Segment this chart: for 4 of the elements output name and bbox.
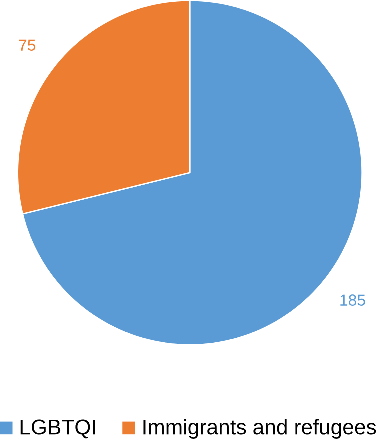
legend-label: LGBTQI xyxy=(20,420,96,439)
data-label: 75 xyxy=(19,40,36,51)
legend-label: Immigrants and refugees xyxy=(144,419,376,439)
data-label: 185 xyxy=(340,294,366,306)
